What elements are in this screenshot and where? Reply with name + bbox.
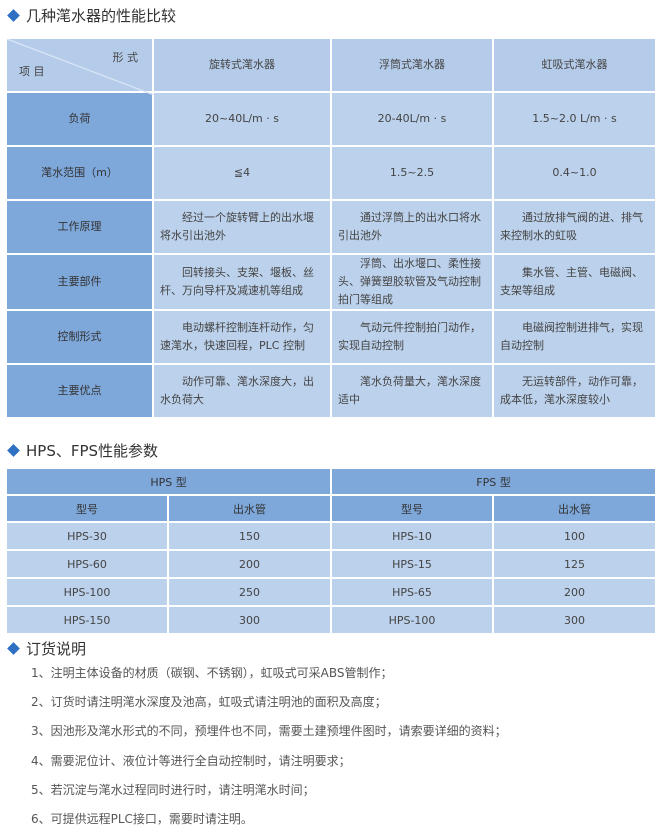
table-cell: 100 (492, 521, 658, 551)
table-cell: 电磁阀控制进排气，实现自动控制 (492, 309, 657, 365)
corner-top-label: 形 式 (112, 51, 139, 64)
column-header: 型号 (330, 494, 495, 523)
table-row: 负荷 20~40L/m · s 20-40L/m · s 1.5~2.0 L/m · … (5, 91, 657, 147)
table-cell: 1.5~2.0 L/m · s (492, 91, 657, 147)
table-row: 主要优点 动作可靠、滗水深度大，出水负荷大 滗水负荷量大，滗水深度适中 无运转部件，动… (5, 363, 657, 419)
table-cell: 150 (166, 521, 333, 551)
table-cell: HPS-100 (5, 577, 169, 607)
table-row: 主要部件 回转接头、支架、堰板、丝杆、万向导杆及减速机等组成 浮筒、出水堰口、柔性接… (5, 253, 657, 311)
table-cell: 经过一个旋转臂上的出水堰将水引出池外 (152, 199, 332, 255)
table-cell: 浮筒、出水堰口、柔性接头、弹簧塑胶软管及气动控制拍门等组成 (330, 253, 494, 311)
table-cell: 动作可靠、滗水深度大，出水负荷大 (152, 363, 332, 419)
table-cell: 通过浮筒上的出水口将水引出池外 (330, 199, 494, 255)
row-header: 工作原理 (5, 199, 154, 255)
diamond-bullet-icon (7, 444, 20, 457)
column-header-row: 型号 出水管 型号 出水管 (5, 494, 658, 523)
table-cell: 回转接头、支架、堰板、丝杆、万向导杆及减速机等组成 (152, 253, 332, 311)
table-cell: 气动元件控制拍门动作，实现自动控制 (330, 309, 494, 365)
table-cell: 200 (492, 577, 658, 607)
section-title-ordering: 订货说明 (6, 638, 86, 659)
table-cell: 1.5~2.5 (330, 145, 494, 201)
table-row: HPS-100 250 HPS-65 200 (5, 577, 658, 607)
corner-header-cell: 形 式 项 目 (5, 37, 154, 95)
column-header: 旋转式滗水器 (152, 37, 332, 93)
list-item: 1、注明主体设备的材质（碳钢、不锈钢），虹吸式可采ABS管制作； (31, 666, 393, 680)
diagonal-line (7, 39, 154, 95)
table-cell: 200 (166, 549, 333, 579)
table-row: HPS-150 300 HPS-100 300 (5, 605, 658, 635)
param-table: HPS 型 FPS 型 型号 出水管 型号 出水管 HPS-30 150 HPS-1… (4, 467, 658, 635)
table-cell: HPS-100 (330, 605, 495, 635)
section-title-text: 几种滗水器的性能比较 (26, 7, 177, 25)
diamond-bullet-icon (7, 642, 20, 655)
table-header-row: 形 式 项 目 旋转式滗水器 浮筒式滗水器 虹吸式滗水器 (5, 37, 657, 95)
table-cell: HPS-150 (5, 605, 169, 635)
table-row: HPS-30 150 HPS-10 100 (5, 521, 658, 551)
table-cell: HPS-30 (5, 521, 169, 551)
row-header: 负荷 (5, 91, 154, 147)
column-header: 虹吸式滗水器 (492, 37, 657, 93)
section-title-text: HPS、FPS性能参数 (26, 442, 159, 460)
table-cell: 电动螺杆控制连杆动作，匀速滗水，快速回程，PLC 控制 (152, 309, 332, 365)
row-header: 主要优点 (5, 363, 154, 419)
list-item: 6、可提供远程PLC接口，需要时请注明。 (31, 811, 253, 826)
column-header: 型号 (5, 494, 169, 523)
diamond-bullet-icon (7, 9, 20, 22)
list-item: 3、因池形及滗水形式的不同，预埋件也不同，需要土建预埋件图时，请索要详细的资料； (31, 724, 507, 739)
table-cell: 125 (492, 549, 658, 579)
table-cell: 300 (492, 605, 658, 635)
table-row: 工作原理 经过一个旋转臂上的出水堰将水引出池外 通过浮筒上的出水口将水引出池外 通过放… (5, 199, 657, 255)
table-cell: HPS-10 (330, 521, 495, 551)
row-header: 滗水范围（m） (5, 145, 154, 201)
table-cell: HPS-65 (330, 577, 495, 607)
table-cell: ≦4 (152, 145, 332, 201)
ordering-notes-list: 1、注明主体设备的材质（碳钢、不锈钢），虹吸式可采ABS管制作； 2、订货时请注明… (31, 663, 507, 838)
table-row: HPS-60 200 HPS-15 125 (5, 549, 658, 579)
table-cell: 滗水负荷量大，滗水深度适中 (330, 363, 494, 419)
table-cell: 300 (166, 605, 333, 635)
section-title-text: 订货说明 (26, 640, 87, 658)
row-header: 主要部件 (5, 253, 154, 311)
group-header-row: HPS 型 FPS 型 (4, 467, 658, 496)
table-cell: 无运转部件，动作可靠，成本低，滗水深度较小 (492, 363, 657, 419)
table-cell: HPS-60 (5, 549, 169, 579)
group-header-hps: HPS 型 (4, 467, 333, 496)
table-cell: HPS-15 (330, 549, 495, 579)
section-title-params: HPS、FPS性能参数 (6, 440, 158, 461)
table-cell: 0.4~1.0 (492, 145, 657, 201)
table-cell: 250 (166, 577, 333, 607)
table-cell: 20~40L/m · s (152, 91, 332, 147)
list-item: 4、需要泥位计、液位计等进行全自动控制时，请注明要求； (31, 753, 351, 768)
list-item: 5、若沉淀与滗水过程同时进行时，请注明滗水时间； (31, 782, 315, 797)
column-header: 出水管 (166, 494, 333, 523)
section-title-comparison: 几种滗水器的性能比较 (6, 5, 176, 26)
table-cell: 通过放排气阀的进、排气来控制水的虹吸 (492, 199, 657, 255)
group-header-fps: FPS 型 (330, 467, 658, 496)
table-cell: 集水管、主管、电磁阀、支架等组成 (492, 253, 657, 311)
table-cell: 20-40L/m · s (330, 91, 494, 147)
table-row: 滗水范围（m） ≦4 1.5~2.5 0.4~1.0 (5, 145, 657, 201)
table-row: 控制形式 电动螺杆控制连杆动作，匀速滗水，快速回程，PLC 控制 气动元件控制拍门动… (5, 309, 657, 365)
comparison-table: 形 式 项 目 旋转式滗水器 浮筒式滗水器 虹吸式滗水器 负荷 20~40L/m … (5, 37, 657, 419)
column-header: 浮筒式滗水器 (330, 37, 494, 93)
corner-bottom-label: 项 目 (19, 65, 45, 78)
list-item: 2、订货时请注明滗水深度及池高，虹吸式请注明池的面积及高度； (31, 695, 387, 710)
column-header: 出水管 (492, 494, 658, 523)
row-header: 控制形式 (5, 309, 154, 365)
